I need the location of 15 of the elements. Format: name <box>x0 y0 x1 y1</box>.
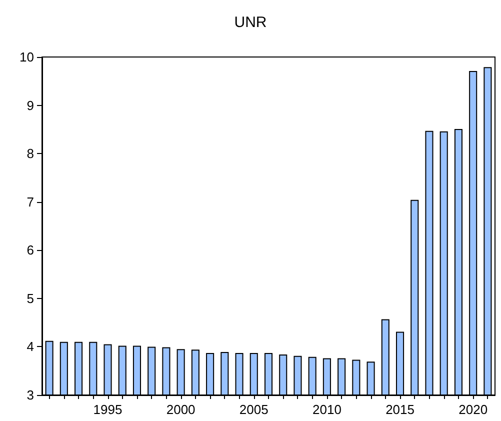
y-tick-label: 5 <box>26 290 34 306</box>
x-tick-label: 2005 <box>239 402 268 417</box>
chart-title: UNR <box>234 14 267 31</box>
y-tick-label: 9 <box>26 98 34 113</box>
x-tick-label: 2010 <box>312 402 342 417</box>
y-tick-label: 6 <box>26 242 34 258</box>
y-tick-label: 10 <box>20 50 34 64</box>
x-tick-label: 2015 <box>386 402 414 417</box>
y-tick-label: 3 <box>26 388 34 402</box>
x-tick-label: 2020 <box>458 402 488 417</box>
y-tick-label: 8 <box>26 146 34 162</box>
x-tick-label: 2000 <box>166 402 196 417</box>
y-tick-label: 4 <box>26 339 34 354</box>
y-tick-label: 7 <box>26 194 34 210</box>
x-tick-label: 1995 <box>93 402 122 417</box>
